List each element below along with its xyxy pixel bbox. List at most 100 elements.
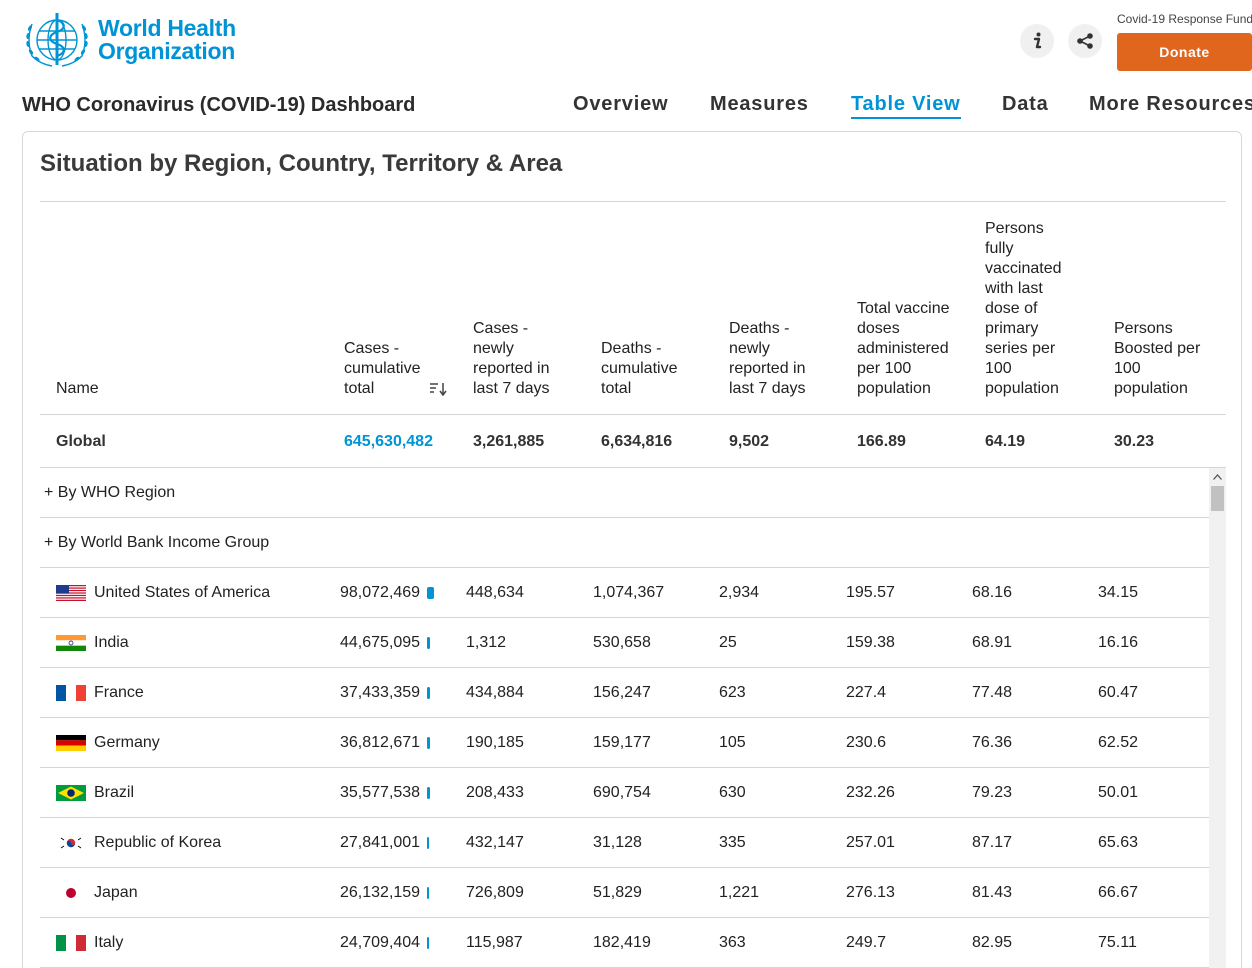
global-deaths-7d: 9,502	[729, 433, 770, 450]
global-doses: 166.89	[857, 433, 906, 450]
cell-boosted: 50.01	[1098, 784, 1139, 801]
cases-bar	[427, 887, 429, 899]
flag-fr-icon	[56, 685, 86, 701]
scroll-thumb[interactable]	[1211, 486, 1224, 511]
table-row[interactable]: Japan 26,132,159 726,809 51,829 1,221 276.13 8…	[40, 868, 1226, 918]
global-row: Global 645,630,482 3,261,885 6,634,816 9…	[40, 415, 1226, 468]
nav-table-view[interactable]: Table View	[851, 93, 961, 119]
col-fully-vaccinated[interactable]: Persons fully vaccinated with last dose …	[985, 220, 1062, 397]
cell-fully: 76.36	[972, 734, 1013, 751]
cell-deaths-7d: 25	[719, 634, 737, 651]
country-name[interactable]: Italy	[94, 934, 124, 951]
cell-deaths-total: 159,177	[593, 734, 651, 751]
table-row[interactable]: Republic of Korea 27,841,001 432,147 31,128…	[40, 818, 1226, 868]
flag-jp-icon	[56, 885, 86, 901]
table-row[interactable]: Italy 24,709,404 115,987 182,419 363 249.7 82.…	[40, 918, 1226, 968]
cell-deaths-7d: 1,221	[719, 884, 760, 901]
cell-deaths-7d: 630	[719, 784, 746, 801]
cell-doses: 195.57	[846, 584, 895, 601]
col-cases-7d[interactable]: Cases - newly reported in last 7 days	[473, 320, 550, 397]
cell-boosted: 65.63	[1098, 834, 1139, 851]
cell-cases-7d: 1,312	[466, 634, 507, 651]
nav-more-resources[interactable]: More Resources	[1089, 93, 1252, 115]
cases-bar	[427, 587, 434, 599]
cell-doses: 227.4	[846, 684, 887, 701]
cell-boosted: 66.67	[1098, 884, 1139, 901]
cell-doses: 257.01	[846, 834, 895, 851]
brand-line-2: Organization	[98, 38, 235, 64]
flag-it-icon	[56, 935, 86, 951]
col-cases-total[interactable]: Cases - cumulative total	[344, 340, 421, 397]
cell-doses: 249.7	[846, 934, 887, 951]
scroll-up-button[interactable]	[1209, 468, 1226, 485]
cell-deaths-7d: 105	[719, 734, 746, 751]
cell-cases-7d: 432,147	[466, 834, 524, 851]
main-nav: Overview Measures Table View Data More R…	[0, 93, 1252, 121]
flag-us-icon	[56, 585, 86, 601]
country-name[interactable]: Japan	[94, 884, 138, 901]
cell-fully: 87.17	[972, 834, 1013, 851]
cell-deaths-7d: 2,934	[719, 584, 760, 601]
nav-measures[interactable]: Measures	[710, 93, 809, 115]
country-name[interactable]: Republic of Korea	[94, 834, 222, 851]
cell-doses: 230.6	[846, 734, 887, 751]
header-actions	[1020, 24, 1116, 58]
flag-kr-icon	[56, 835, 86, 851]
col-doses-per-100[interactable]: Total vaccine doses administered per 100…	[857, 300, 950, 397]
cases-bar	[427, 737, 430, 749]
info-button[interactable]	[1020, 24, 1054, 58]
table-row[interactable]: Brazil 35,577,538 208,433 690,754 630 232.26 7…	[40, 768, 1226, 818]
sort-descending-icon[interactable]	[429, 382, 447, 396]
cell-deaths-7d: 363	[719, 934, 746, 951]
cell-doses: 276.13	[846, 884, 895, 901]
group-row-who-region[interactable]: + By WHO Region	[40, 468, 1226, 518]
cell-cases-total: 98,072,469	[340, 584, 421, 601]
cell-deaths-total: 182,419	[593, 934, 651, 951]
col-name[interactable]: Name	[56, 380, 99, 397]
divider	[40, 201, 1226, 202]
nav-overview[interactable]: Overview	[573, 93, 669, 115]
info-icon	[1033, 32, 1042, 49]
who-emblem-icon	[26, 13, 88, 67]
table-body[interactable]: + By WHO Region + By World Bank Income G…	[40, 468, 1226, 968]
cell-fully: 79.23	[972, 784, 1013, 801]
global-cases-total[interactable]: 645,630,482	[344, 433, 433, 450]
table-row[interactable]: Germany 36,812,671 190,185 159,177 105 230.6 7…	[40, 718, 1226, 768]
donate-button[interactable]: Donate	[1117, 33, 1252, 71]
col-deaths-7d[interactable]: Deaths - newly reported in last 7 days	[729, 320, 806, 397]
global-cases-7d: 3,261,885	[473, 433, 545, 450]
table-row[interactable]: France 37,433,359 434,884 156,247 623 227.4 77…	[40, 668, 1226, 718]
cell-boosted: 34.15	[1098, 584, 1139, 601]
country-rows: United States of America 98,072,469 448,63…	[40, 568, 1226, 968]
group-row-income-group[interactable]: + By World Bank Income Group	[40, 518, 1226, 568]
cell-cases-total: 37,433,359	[340, 684, 421, 701]
who-logo[interactable]: World Health Organization	[22, 10, 236, 70]
country-name[interactable]: United States of America	[94, 584, 271, 601]
chevron-up-icon	[1213, 473, 1222, 480]
cell-fully: 82.95	[972, 934, 1013, 951]
country-name[interactable]: India	[94, 634, 129, 651]
table-row[interactable]: India 44,675,095 1,312 530,658 25 159.38 68.91…	[40, 618, 1226, 668]
cell-boosted: 60.47	[1098, 684, 1139, 701]
country-name[interactable]: France	[94, 684, 144, 701]
nav-data[interactable]: Data	[1002, 93, 1049, 115]
donate-area: Covid-19 Response Fund Donate	[1117, 12, 1252, 71]
country-name[interactable]: Brazil	[94, 784, 135, 801]
cell-deaths-total: 51,829	[593, 884, 642, 901]
cell-deaths-total: 530,658	[593, 634, 651, 651]
cell-fully: 77.48	[972, 684, 1013, 701]
country-name[interactable]: Germany	[94, 734, 160, 751]
table-scrollbar[interactable]	[1209, 468, 1226, 968]
col-deaths-total[interactable]: Deaths - cumulative total	[601, 340, 678, 397]
share-button[interactable]	[1068, 24, 1102, 58]
col-boosted[interactable]: Persons Boosted per 100 population	[1114, 320, 1201, 397]
cell-doses: 159.38	[846, 634, 895, 651]
table-row[interactable]: United States of America 98,072,469 448,63…	[40, 568, 1226, 618]
cell-cases-total: 24,709,404	[340, 934, 421, 951]
cases-bar	[427, 687, 430, 699]
global-fully-vaccinated: 64.19	[985, 433, 1026, 450]
cell-deaths-total: 690,754	[593, 784, 651, 801]
dashboard-title: WHO Coronavirus (COVID-19) Dashboard	[22, 94, 416, 116]
situation-card: Situation by Region, Country, Territory …	[22, 131, 1242, 968]
cell-cases-7d: 208,433	[466, 784, 524, 801]
